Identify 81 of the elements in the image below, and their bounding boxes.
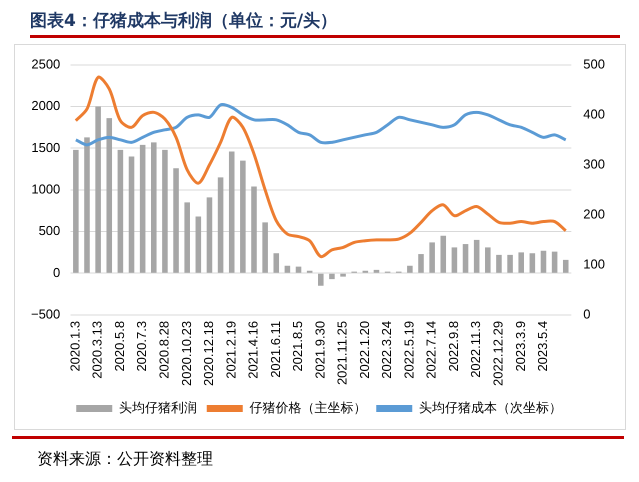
x-tick-label: 2022.9.8 (446, 320, 461, 372)
x-tick-label: 2022.7.14 (424, 320, 439, 379)
y-tick-label: −500 (30, 306, 60, 322)
bar (562, 260, 569, 273)
x-tick-label: 2020.5.8 (112, 320, 127, 372)
y2-tick-label: 200 (583, 206, 606, 222)
chart-title: 图表4：仔猪成本与利润（单位：元/头） (30, 4, 620, 38)
bar (518, 252, 524, 273)
x-tick-label: 2021.2.19 (223, 320, 238, 379)
bar (273, 253, 280, 273)
bar (228, 152, 235, 273)
x-tick-label: 2022.12.29 (490, 320, 506, 386)
bar (485, 247, 491, 273)
bar (151, 142, 157, 273)
y2-tick-label: 100 (583, 256, 606, 272)
bar (73, 150, 79, 273)
bar (418, 254, 424, 273)
bar (329, 274, 335, 280)
y-tick-label: 500 (38, 223, 60, 238)
x-tick-label: 2021.4.16 (246, 320, 261, 379)
x-tick-label: 2023.3.9 (512, 320, 528, 372)
bar (196, 216, 202, 273)
x-tick-label: 2020.10.23 (178, 320, 194, 386)
bar (240, 160, 246, 273)
x-tick-label: 2020.3.13 (90, 320, 105, 379)
bar (296, 266, 302, 273)
y2-tick-label: 400 (583, 106, 606, 122)
legend-label: 头均仔猪成本（次坐标） (418, 400, 562, 416)
x-tick-label: 2022.5.19 (401, 320, 416, 379)
bar (84, 137, 90, 273)
x-tick-label: 2021.11.25 (334, 320, 350, 386)
bar (407, 266, 413, 273)
y-tick-label: 2500 (31, 56, 60, 72)
y-tick-label: 0 (53, 264, 60, 280)
y-tick-label: 2000 (31, 98, 60, 114)
legend-label: 头均仔猪利润 (118, 400, 197, 416)
x-tick-label: 2021.8.5 (290, 320, 306, 372)
bar (507, 254, 513, 273)
bar (496, 254, 502, 273)
bar (530, 253, 536, 273)
x-tick-label: 2023.5.4 (535, 320, 550, 372)
bar (106, 118, 112, 273)
bar (462, 244, 468, 273)
legend-label: 仔猪价格（主坐标） (249, 400, 366, 416)
line-series (74, 102, 568, 146)
bar (284, 266, 290, 273)
bar (429, 242, 435, 273)
y-tick-label: 1500 (31, 140, 60, 155)
bar (452, 247, 458, 273)
x-tick-label: 2020.12.18 (201, 320, 216, 386)
bar (140, 144, 146, 273)
line-series (74, 76, 568, 258)
y2-tick-label: 300 (583, 156, 606, 172)
bar (162, 150, 168, 273)
x-tick-label: 2022.11.3 (468, 320, 484, 378)
x-tick-label: 2022.3.24 (379, 320, 394, 379)
bar (128, 156, 134, 273)
bar (251, 186, 257, 273)
bar (206, 197, 212, 273)
bar (184, 202, 190, 273)
bar (318, 274, 324, 286)
y-tick-label: 1000 (31, 181, 60, 196)
text: 资料来源：公开资料整理 (12, 436, 624, 470)
bar (552, 252, 558, 273)
bar (218, 177, 224, 273)
bar (95, 106, 101, 273)
x-tick-label: 2020.7.3 (134, 320, 150, 372)
y2-tick-label: 500 (583, 56, 606, 72)
bar (340, 274, 346, 277)
x-tick-label: 2020.1.3 (67, 320, 82, 372)
bar (440, 236, 446, 273)
x-tick-label: 2021.9.30 (312, 320, 328, 379)
bar (262, 222, 268, 273)
bar (474, 240, 480, 273)
x-tick-label: 2022.1.20 (356, 320, 372, 379)
bar (173, 168, 179, 273)
bar (118, 150, 124, 273)
y2-tick-label: 0 (583, 306, 591, 322)
bar (540, 250, 546, 273)
x-tick-label: 2021.6.11 (268, 320, 283, 378)
x-tick-label: 2020.8.28 (156, 320, 172, 379)
